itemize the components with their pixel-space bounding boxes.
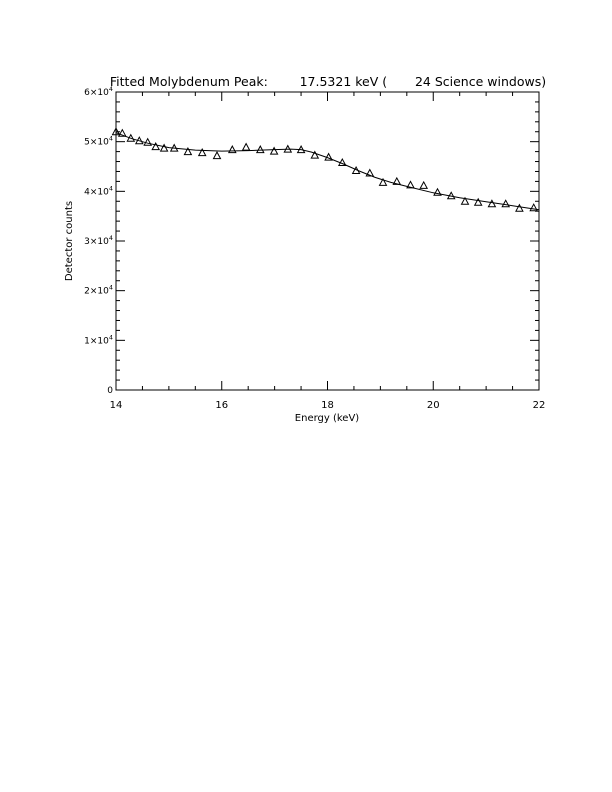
data-point xyxy=(269,146,279,155)
data-point xyxy=(310,150,320,159)
data-point xyxy=(159,143,169,152)
data-point xyxy=(419,180,429,189)
x-tick-label: 22 xyxy=(533,400,546,411)
x-tick-label: 18 xyxy=(321,400,334,411)
data-point xyxy=(378,177,388,186)
data-point xyxy=(460,196,470,205)
y-tick-label: 5×104 xyxy=(84,135,113,148)
x-tick-label: 14 xyxy=(110,400,123,411)
data-point xyxy=(143,137,153,146)
data-point xyxy=(117,128,127,137)
data-point xyxy=(433,187,442,196)
data-point xyxy=(241,142,251,151)
data-point xyxy=(392,176,402,185)
data-point xyxy=(487,199,497,208)
axes: 14 16 18 20 22 0 1×104 2×104 3×104 4×104 5×104 6×10… xyxy=(84,85,545,411)
y-tick-label: 6×104 xyxy=(84,85,113,98)
data-point xyxy=(227,145,237,154)
y-tick-label: 4×104 xyxy=(84,184,113,197)
data-point xyxy=(365,168,375,177)
data-point xyxy=(501,199,511,208)
y-tick-label: 2×104 xyxy=(84,284,113,297)
x-axis-label: Energy (keV) xyxy=(295,413,360,424)
data-point xyxy=(515,203,524,212)
x-tick-label: 16 xyxy=(215,400,228,411)
x-tick-label: 20 xyxy=(427,400,440,411)
data-marks xyxy=(111,127,540,212)
data-point xyxy=(255,145,265,154)
data-point xyxy=(197,148,207,157)
fit-line xyxy=(115,132,540,211)
data-point xyxy=(212,151,222,160)
data-point xyxy=(151,142,161,151)
chart-title: Fitted Molybdenum Peak: 17.5321 keV ( 24… xyxy=(110,74,546,89)
data-point xyxy=(473,197,483,206)
y-tick-label: 0 xyxy=(107,386,113,396)
data-point xyxy=(111,127,121,136)
y-axis-label: Detector counts xyxy=(64,201,75,281)
data-point xyxy=(337,157,347,166)
data-point xyxy=(529,203,539,212)
y-tick-label: 3×104 xyxy=(84,234,113,247)
y-tick-label: 1×104 xyxy=(84,333,113,346)
data-point xyxy=(406,180,415,189)
data-point xyxy=(183,147,193,156)
